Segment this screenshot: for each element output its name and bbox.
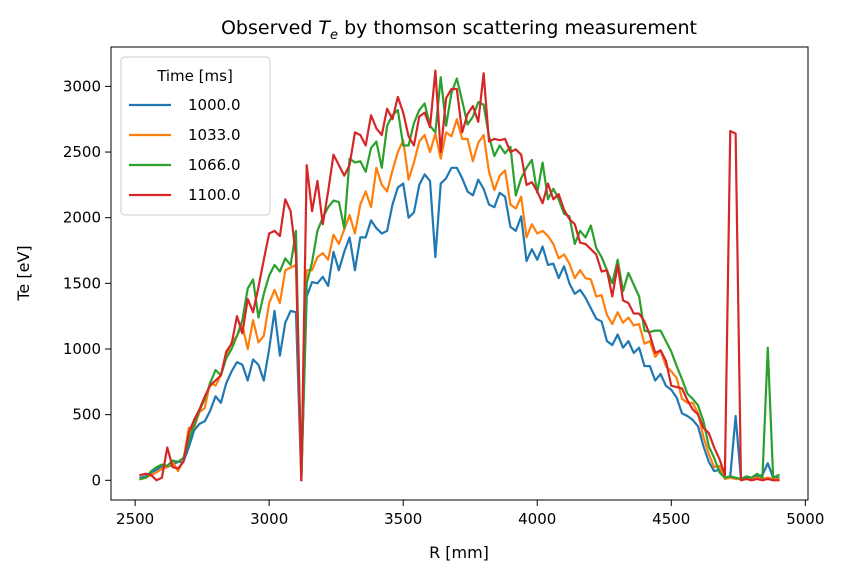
y-axis-ticks: 0 500 1000 1500 2000 2500 3000 (63, 77, 111, 489)
y-tick-label: 500 (72, 406, 101, 424)
x-tick-label: 3500 (384, 510, 422, 528)
x-axis-ticks: 2500 3000 3500 4000 4500 5000 (116, 500, 824, 528)
legend-entries: 1000.0 1033.0 1066.0 1100.0 (129, 96, 241, 204)
y-axis-label: Te [eV] (14, 245, 33, 301)
y-tick-label: 2500 (63, 143, 101, 161)
x-axis-label: R [mm] (429, 543, 489, 562)
legend-label-1100.0: 1100.0 (188, 186, 241, 204)
x-tick-label: 3000 (250, 510, 288, 528)
chart-title-rest: by thomson scattering measurement (338, 17, 697, 39)
chart-title-sub: e (330, 28, 338, 43)
y-tick-label: 0 (91, 471, 101, 489)
x-tick-label: 4500 (652, 510, 690, 528)
legend-label-1033.0: 1033.0 (188, 126, 241, 144)
y-tick-label: 2000 (63, 209, 101, 227)
legend-title: Time [ms] (156, 67, 233, 85)
series-line-1000.0 (139, 166, 780, 482)
legend-box (120, 56, 271, 216)
legend: Time [ms] 1000.0 1033.0 1066.0 1100.0 (120, 56, 271, 216)
y-tick-label: 3000 (63, 77, 101, 95)
x-tick-label: 2500 (116, 510, 154, 528)
chart-title-var: T (318, 17, 331, 39)
chart-title: Observed Te by thomson scattering measur… (221, 17, 697, 43)
axes-frame (110, 46, 809, 501)
y-tick-label: 1000 (63, 340, 101, 358)
series-group (139, 69, 780, 482)
plot-area (139, 69, 780, 482)
series-line-1033.0 (139, 118, 780, 482)
series-line-1066.0 (139, 76, 780, 482)
y-tick-label: 1500 (63, 274, 101, 292)
legend-label-1066.0: 1066.0 (188, 156, 241, 174)
x-tick-label: 5000 (786, 510, 824, 528)
x-tick-label: 4000 (518, 510, 556, 528)
chart-title-main: Observed (221, 17, 318, 39)
series-line-1100.0 (139, 69, 780, 482)
legend-label-1000.0: 1000.0 (188, 96, 241, 114)
